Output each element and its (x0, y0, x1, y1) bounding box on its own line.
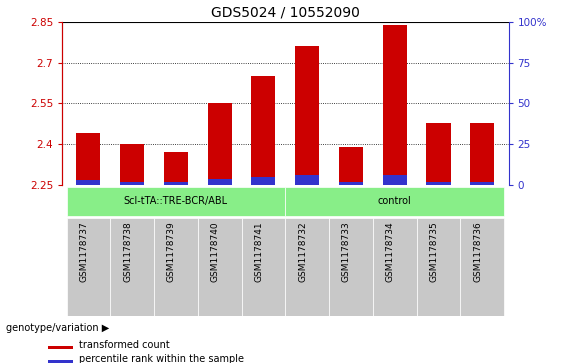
Bar (470, 182, 494, 185)
Bar (295, 175, 319, 185)
Bar (329, 218, 373, 316)
Bar (373, 218, 416, 316)
Bar (198, 218, 242, 316)
Bar (295, 46, 319, 185)
Bar (427, 182, 450, 185)
Text: GSM1178739: GSM1178739 (167, 222, 176, 282)
Bar (76, 133, 101, 185)
Bar (110, 218, 154, 316)
Text: Scl-tTA::TRE-BCR/ABL: Scl-tTA::TRE-BCR/ABL (124, 196, 228, 207)
Bar (460, 218, 504, 316)
Bar (67, 187, 285, 216)
Text: GSM1178740: GSM1178740 (211, 222, 220, 282)
Text: GSM1178736: GSM1178736 (473, 222, 483, 282)
Bar (164, 182, 188, 185)
Bar (339, 147, 363, 185)
Bar (427, 122, 450, 185)
Bar (208, 179, 232, 185)
Text: genotype/variation ▶: genotype/variation ▶ (6, 323, 109, 333)
Bar (48, 346, 73, 349)
Bar (416, 218, 460, 316)
Bar (251, 76, 276, 185)
Bar (383, 24, 407, 185)
Bar (208, 103, 232, 185)
Text: GSM1178741: GSM1178741 (254, 222, 263, 282)
Bar (285, 187, 504, 216)
Bar (164, 152, 188, 185)
Text: GSM1178734: GSM1178734 (386, 222, 395, 282)
Bar (120, 182, 144, 185)
Bar (120, 144, 144, 185)
Bar (48, 360, 73, 363)
Bar (339, 182, 363, 185)
Text: control: control (378, 196, 411, 207)
Title: GDS5024 / 10552090: GDS5024 / 10552090 (211, 5, 360, 19)
Text: percentile rank within the sample: percentile rank within the sample (79, 354, 244, 363)
Bar (242, 218, 285, 316)
Text: GSM1178738: GSM1178738 (123, 222, 132, 282)
Bar (154, 218, 198, 316)
Text: GSM1178735: GSM1178735 (429, 222, 438, 282)
Bar (470, 122, 494, 185)
Bar (383, 175, 407, 185)
Bar (76, 180, 101, 185)
Bar (251, 177, 276, 185)
Text: GSM1178732: GSM1178732 (298, 222, 307, 282)
Bar (285, 218, 329, 316)
Text: GSM1178737: GSM1178737 (80, 222, 88, 282)
Text: GSM1178733: GSM1178733 (342, 222, 351, 282)
Bar (67, 218, 110, 316)
Text: transformed count: transformed count (79, 340, 170, 350)
